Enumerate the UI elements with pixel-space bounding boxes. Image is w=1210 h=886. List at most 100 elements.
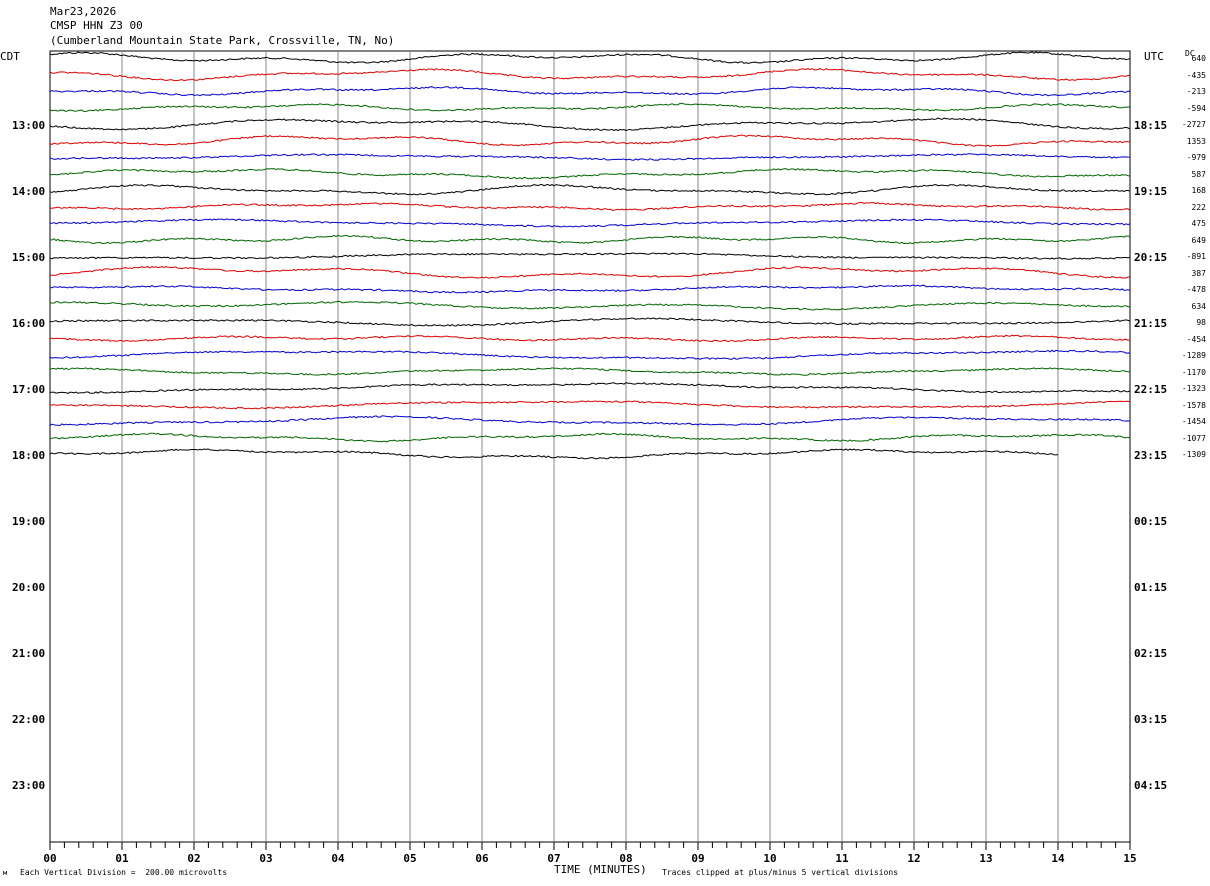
right-hour-label: 23:15 [1134,449,1168,462]
dc-offset-label: -2727 [1181,120,1206,129]
dc-offset-label: 634 [1191,301,1206,311]
seismogram-trace [49,67,1131,82]
x-tick-label: 13 [979,852,992,865]
seismogram-trace [49,183,1131,196]
dc-offset-label: -1170 [1181,367,1206,377]
left-hour-label: 17:00 [12,383,46,396]
right-hour-label: 02:15 [1134,647,1168,660]
x-tick-label: 10 [763,852,776,865]
x-axis-title: TIME (MINUTES) [554,863,647,876]
seismogram-trace [49,284,1131,294]
left-hour-label: 14:00 [12,185,46,198]
seismogram-trace [49,300,1131,311]
dc-offset-label: 640 [1191,54,1206,63]
x-tick-label: 02 [187,852,200,865]
left-hour-label: 22:00 [12,713,46,726]
footer-marker: м [3,869,8,877]
dc-offset-label: 649 [1191,235,1206,245]
x-tick-label: 14 [1051,852,1065,865]
seismogram-trace [49,86,1131,97]
right-hour-label: 20:15 [1134,251,1168,264]
left-hour-label: 23:00 [12,779,46,792]
dc-offset-header: DC [1185,49,1195,58]
left-hour-label: 18:00 [12,449,46,462]
right-hour-label: 22:15 [1134,383,1168,396]
seismogram-trace [49,102,1131,113]
x-tick-label: 15 [1123,852,1136,865]
x-tick-label: 11 [835,852,849,865]
date-label: Mar23,2026 [50,5,117,18]
dc-offset-label: -594 [1186,103,1206,113]
station-label: CMSP HHN Z3 00 [50,19,143,32]
dc-offset-label: -1309 [1181,450,1206,459]
dc-offset-label: 475 [1191,219,1206,228]
dc-offset-label: -1454 [1181,417,1206,426]
left-hour-label: 16:00 [12,317,46,330]
dc-offset-label: -435 [1186,70,1206,80]
dc-offset-label: -1289 [1181,351,1206,360]
dc-offset-label: 1353 [1186,136,1206,146]
dc-offset-label: -979 [1186,153,1206,162]
seismogram-trace [49,134,1131,147]
x-tick-label: 07 [547,852,560,865]
x-tick-label: 06 [475,852,489,865]
seismogram-trace [49,415,1131,427]
seismogram-trace [49,432,1131,443]
right-hour-label: 18:15 [1134,119,1168,132]
x-tick-label: 09 [691,852,704,865]
x-tick-label: 01 [115,852,129,865]
location-label: (Cumberland Mountain State Park, Crossvi… [50,34,395,47]
dc-offset-label: -1323 [1181,384,1206,393]
dc-offset-label: 587 [1191,169,1206,179]
x-tick-label: 00 [43,852,56,865]
seismogram-trace [49,382,1131,394]
dc-offset-label: 222 [1191,202,1206,212]
left-hour-label: 21:00 [12,647,46,660]
right-hour-label: 03:15 [1134,713,1168,726]
dc-offset-label: -478 [1186,285,1206,294]
right-hour-label: 00:15 [1134,515,1168,528]
right-hour-label: 01:15 [1134,581,1168,594]
dc-offset-label: 387 [1191,268,1206,278]
seismogram-trace [49,51,1131,64]
seismogram-trace [49,400,1131,410]
seismogram-trace [50,218,1131,228]
right-hour-label: 04:15 [1134,779,1168,792]
dc-offset-label: 98 [1196,318,1206,327]
scale-note: Each Vertical Division = 200.00 microvol… [20,868,228,877]
dc-offset-label: -891 [1186,252,1206,261]
dc-offset-label: -1578 [1181,400,1206,410]
right-timezone-label: UTC [1144,50,1164,63]
seismogram-trace [49,334,1131,343]
dc-offset-label: -454 [1186,334,1206,344]
left-hour-label: 20:00 [12,581,46,594]
seismogram-trace [49,448,1059,460]
left-hour-label: 13:00 [12,119,46,132]
left-timezone-label: CDT [0,50,20,63]
x-tick-label: 08 [619,852,632,865]
seismogram-trace [49,252,1131,260]
left-hour-label: 15:00 [12,251,46,264]
x-tick-label: 05 [403,852,416,865]
right-hour-label: 19:15 [1134,185,1168,198]
dc-offset-label: -213 [1186,87,1206,96]
plot-frame [49,50,1131,843]
seismogram-trace [49,349,1131,360]
seismogram-trace [49,167,1131,180]
clip-note: Traces clipped at plus/minus 5 vertical … [662,868,899,877]
seismogram-trace [49,317,1131,327]
right-hour-label: 21:15 [1134,317,1168,330]
seismogram-trace [49,117,1131,132]
x-tick-label: 03 [259,852,272,865]
seismogram-trace [49,153,1131,161]
seismogram-trace [49,367,1131,376]
left-hour-label: 19:00 [12,515,46,528]
seismogram-trace [49,265,1131,279]
x-tick-label: 04 [331,852,345,865]
dc-offset-label: 168 [1191,186,1206,195]
dc-offset-label: -1077 [1181,433,1206,443]
seismogram-trace [49,201,1131,211]
x-tick-label: 12 [907,852,920,865]
seismogram-trace [49,234,1131,245]
